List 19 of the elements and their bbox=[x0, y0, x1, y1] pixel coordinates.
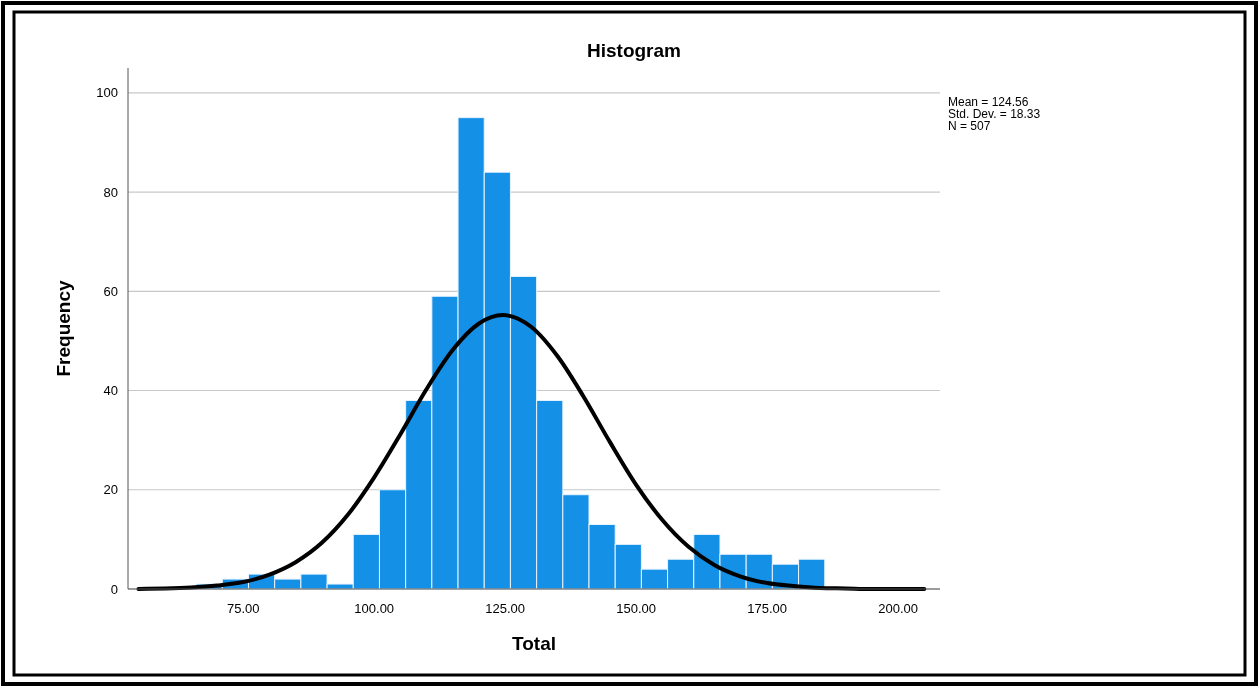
x-tick-label: 125.00 bbox=[485, 601, 526, 616]
text: N = 507 bbox=[948, 119, 991, 133]
x-tick-label: 100.00 bbox=[354, 601, 395, 616]
y-tick-label: 20 bbox=[103, 482, 118, 498]
x-tick-label: 200.00 bbox=[878, 601, 918, 616]
y-tick-label: 100 bbox=[96, 85, 118, 101]
x-tick-label: 150.00 bbox=[616, 601, 657, 616]
y-tick-label: 0 bbox=[110, 581, 118, 597]
chart-title: Histogram bbox=[587, 40, 681, 61]
line-series bbox=[136, 313, 927, 591]
y-tick-label: 40 bbox=[103, 383, 118, 399]
y-tick-label: 60 bbox=[103, 283, 118, 299]
y-tick-label: 80 bbox=[103, 184, 118, 200]
text: Std. Dev. = 18.33 bbox=[948, 107, 1041, 121]
x-tick-label: 75.00 bbox=[226, 601, 260, 616]
text: Mean = 124.56 bbox=[948, 95, 1029, 109]
x-tick-label: 175.00 bbox=[747, 601, 788, 616]
x-axis-title: Total bbox=[512, 633, 556, 654]
y-axis-title: Frequency bbox=[53, 280, 74, 377]
